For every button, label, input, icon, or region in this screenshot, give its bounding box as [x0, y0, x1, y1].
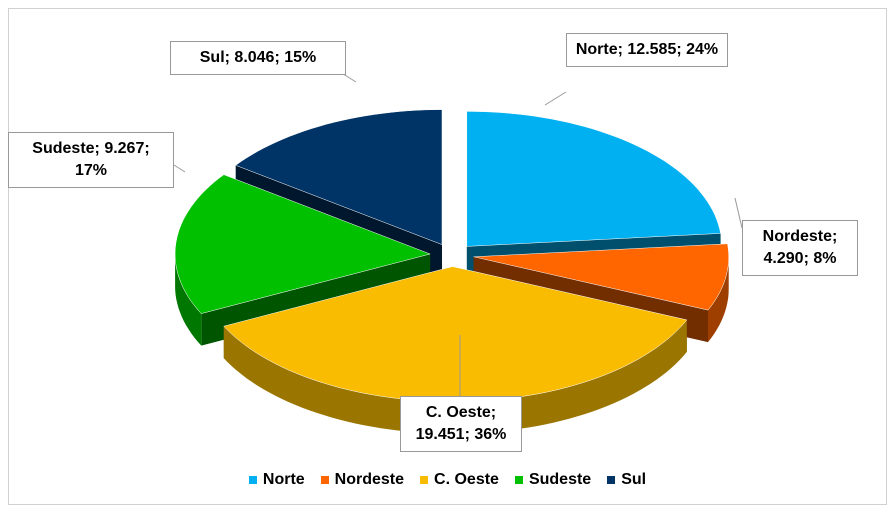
legend-item: Nordeste — [320, 471, 405, 489]
legend-label: Nordeste — [334, 471, 405, 488]
legend-swatch — [514, 476, 523, 484]
legend-item: Sul — [607, 471, 646, 489]
leader-line — [734, 197, 743, 229]
legend-swatch — [607, 476, 616, 484]
legend-swatch — [248, 476, 257, 484]
legend-label: Sudeste — [528, 471, 592, 488]
data-label: Norte; 12.585; 24% — [566, 33, 728, 67]
data-label: Sudeste; 9.267; 17% — [8, 132, 174, 188]
legend-label: Norte — [262, 471, 305, 488]
slice — [223, 266, 688, 434]
leader-line — [173, 164, 186, 173]
legend-label: Sul — [621, 471, 647, 488]
chart-border — [8, 8, 887, 505]
legend-label: C. Oeste — [434, 471, 499, 488]
leader-line — [544, 91, 567, 106]
slice-wall — [175, 254, 202, 346]
legend: Norte Nordeste C. Oeste Sudeste Sul — [0, 471, 895, 489]
slice — [174, 174, 431, 346]
legend-swatch — [420, 476, 429, 484]
slice — [473, 243, 729, 343]
slice-top — [473, 243, 729, 311]
legend-swatch — [320, 476, 329, 484]
slice-top — [235, 109, 443, 245]
slice-top — [466, 111, 721, 247]
slice-top — [174, 174, 431, 314]
legend-item: C. Oeste — [420, 471, 499, 489]
slice-wall — [708, 256, 729, 343]
data-label: C. Oeste; 19.451; 36% — [400, 396, 522, 452]
data-label: Nordeste; 4.290; 8% — [742, 220, 858, 276]
data-label: Sul; 8.046; 15% — [170, 41, 346, 75]
legend-item: Sudeste — [514, 471, 592, 489]
legend-item: Norte — [248, 471, 305, 489]
slice-wall — [223, 319, 687, 434]
